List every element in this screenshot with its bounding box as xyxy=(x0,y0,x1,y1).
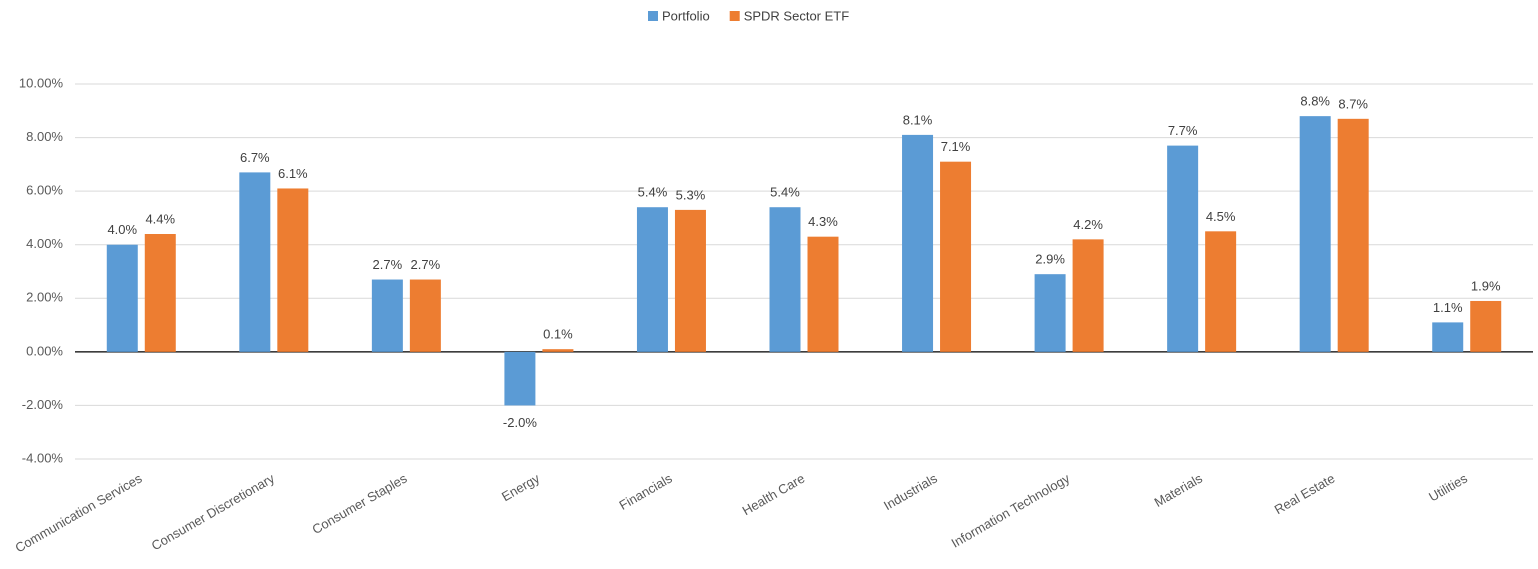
bar xyxy=(106,244,138,352)
value-label: 8.1% xyxy=(903,112,933,127)
x-tick-label: Communication Services xyxy=(12,470,144,555)
value-label: 2.7% xyxy=(411,257,441,272)
x-tick-label: Consumer Discretionary xyxy=(149,470,278,553)
bar xyxy=(144,234,176,352)
x-tick-label: Real Estate xyxy=(1272,471,1338,518)
value-label: 7.1% xyxy=(941,139,971,154)
bar xyxy=(1205,231,1237,352)
bar xyxy=(277,188,309,352)
x-tick-label: Materials xyxy=(1152,470,1206,510)
legend-label: SPDR Sector ETF xyxy=(744,8,850,23)
value-label: 5.3% xyxy=(676,187,706,202)
value-label: 4.0% xyxy=(107,222,137,237)
value-label: 8.8% xyxy=(1300,94,1330,109)
value-label: 4.5% xyxy=(1206,209,1236,224)
value-label: 4.2% xyxy=(1073,217,1103,232)
value-label: 2.9% xyxy=(1035,252,1065,267)
x-tick-label: Health Care xyxy=(740,471,808,519)
value-label: 4.4% xyxy=(145,211,175,226)
y-tick-label: 10.00% xyxy=(19,75,64,90)
value-label: 8.7% xyxy=(1338,96,1368,111)
bar xyxy=(1470,300,1502,352)
value-label: 2.7% xyxy=(373,257,403,272)
bar xyxy=(636,207,668,352)
value-label: 5.4% xyxy=(770,185,800,200)
value-label: -2.0% xyxy=(503,415,537,430)
bar xyxy=(1432,322,1464,352)
y-tick-label: -4.00% xyxy=(22,450,64,465)
bar xyxy=(409,279,441,352)
x-tick-label: Financials xyxy=(616,470,675,513)
bar xyxy=(807,236,839,352)
legend-swatch xyxy=(729,11,740,21)
bar xyxy=(940,161,972,352)
bar xyxy=(1072,239,1104,352)
y-tick-label: 6.00% xyxy=(26,183,63,198)
value-label: 1.9% xyxy=(1471,278,1501,293)
bar xyxy=(371,279,403,352)
y-tick-label: 8.00% xyxy=(26,129,63,144)
x-tick-label: Utilities xyxy=(1426,470,1470,504)
y-tick-label: 0.00% xyxy=(26,343,63,358)
bar xyxy=(1337,118,1369,352)
x-tick-label: Industrials xyxy=(881,470,940,513)
x-tick-label: Energy xyxy=(499,470,543,504)
bar xyxy=(1034,274,1066,352)
bar xyxy=(674,209,706,352)
value-label: 5.4% xyxy=(638,185,668,200)
y-tick-label: 4.00% xyxy=(26,236,63,251)
y-tick-label: -2.00% xyxy=(22,397,64,412)
bar xyxy=(1167,145,1199,352)
bar xyxy=(542,349,574,352)
value-label: 1.1% xyxy=(1433,300,1463,315)
value-label: 4.3% xyxy=(808,214,838,229)
x-tick-label: Information Technology xyxy=(949,470,1073,550)
bar xyxy=(1299,116,1331,352)
legend-label: Portfolio xyxy=(662,8,710,23)
value-label: 0.1% xyxy=(543,327,573,342)
legend-swatch xyxy=(648,11,658,21)
bar xyxy=(769,207,801,352)
bar xyxy=(902,134,934,352)
bar xyxy=(239,172,271,352)
y-tick-label: 2.00% xyxy=(26,290,63,305)
value-label: 6.1% xyxy=(278,166,308,181)
x-tick-label: Consumer Staples xyxy=(309,470,410,537)
value-label: 6.7% xyxy=(240,150,270,165)
bar xyxy=(504,351,536,406)
value-label: 7.7% xyxy=(1168,123,1198,138)
